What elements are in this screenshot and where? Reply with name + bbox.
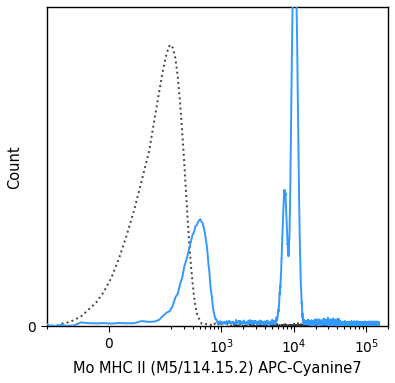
X-axis label: Mo MHC II (M5/114.15.2) APC-Cyanine7: Mo MHC II (M5/114.15.2) APC-Cyanine7 [73,361,362,376]
Y-axis label: Count: Count [7,145,22,188]
